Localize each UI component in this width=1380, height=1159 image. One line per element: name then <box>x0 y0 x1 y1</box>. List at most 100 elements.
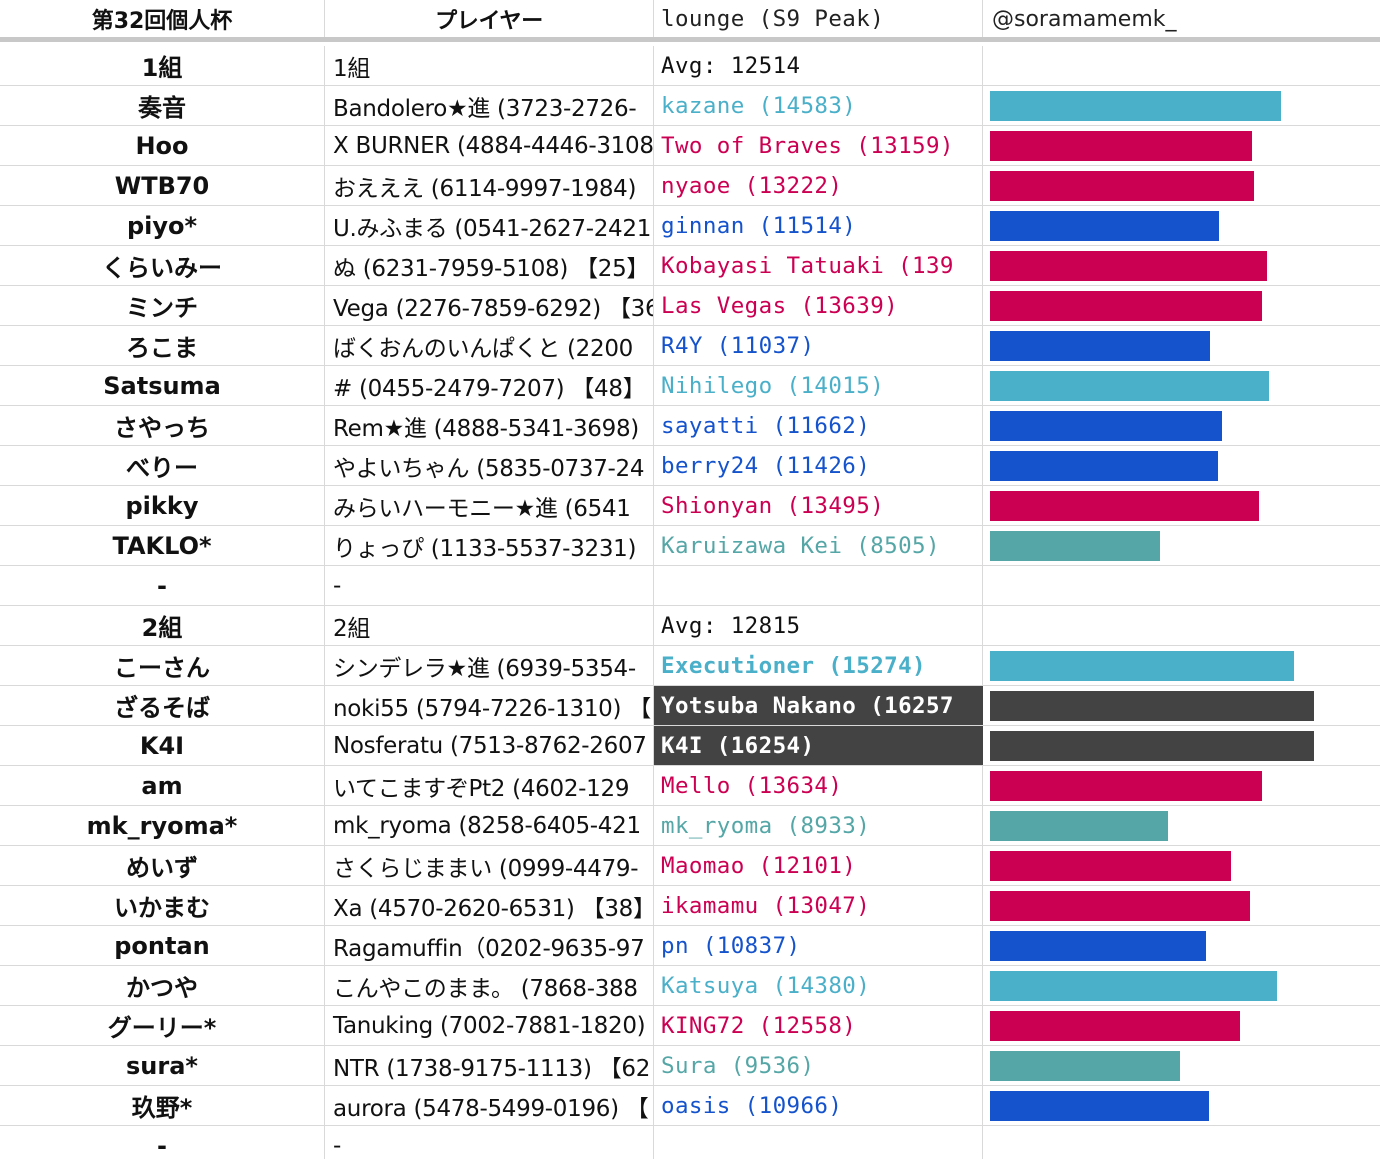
name-cell[interactable]: グーリー* <box>0 1006 325 1045</box>
name-cell[interactable]: Satsuma <box>0 366 325 405</box>
name-cell[interactable]: WTB70 <box>0 166 325 205</box>
name-cell[interactable]: mk_ryoma* <box>0 806 325 845</box>
player-cell[interactable]: Nosferatu (7513-8762-2607 <box>325 726 654 765</box>
lounge-cell[interactable]: Katsuya (14380) <box>654 966 983 1005</box>
name-cell[interactable]: sura* <box>0 1046 325 1085</box>
lounge-cell[interactable]: Avg: 12815 <box>654 606 983 645</box>
name-cell[interactable]: piyo* <box>0 206 325 245</box>
bar-cell[interactable] <box>983 206 1380 245</box>
lounge-cell[interactable]: KING72 (12558) <box>654 1006 983 1045</box>
player-cell[interactable]: 1組 <box>325 46 654 85</box>
player-cell[interactable]: やよいちゃん (5835-0737-24 <box>325 446 654 485</box>
bar-cell[interactable] <box>983 246 1380 285</box>
bar-cell[interactable] <box>983 1006 1380 1045</box>
bar-cell[interactable] <box>983 126 1380 165</box>
player-cell[interactable]: みらいハーモニー★進 (6541 <box>325 486 654 525</box>
bar-cell[interactable] <box>983 886 1380 925</box>
player-cell[interactable]: シンデレラ★進 (6939-5354- <box>325 646 654 685</box>
player-cell[interactable]: mk_ryoma (8258-6405-421 <box>325 806 654 845</box>
lounge-cell[interactable]: Maomao (12101) <box>654 846 983 885</box>
lounge-cell[interactable]: Mello (13634) <box>654 766 983 805</box>
lounge-cell[interactable]: Shionyan (13495) <box>654 486 983 525</box>
name-cell[interactable]: さやっち <box>0 406 325 445</box>
lounge-cell[interactable]: Kobayasi Tatuaki (139 <box>654 246 983 285</box>
bar-cell[interactable] <box>983 606 1380 645</box>
bar-cell[interactable] <box>983 766 1380 805</box>
name-cell[interactable]: 1組 <box>0 46 325 85</box>
player-cell[interactable]: U.みふまる (0541-2627-2421 <box>325 206 654 245</box>
header-player-cell[interactable]: プレイヤー <box>325 0 654 38</box>
bar-cell[interactable] <box>983 846 1380 885</box>
player-cell[interactable]: ぬ (6231-7959-5108) 【25】 <box>325 246 654 285</box>
bar-cell[interactable] <box>983 806 1380 845</box>
lounge-cell[interactable] <box>654 566 983 605</box>
player-cell[interactable]: りょっぴ (1133-5537-3231) <box>325 526 654 565</box>
player-cell[interactable]: noki55 (5794-7226-1310) 【 <box>325 686 654 725</box>
player-cell[interactable]: Tanuking (7002-7881-1820) <box>325 1006 654 1045</box>
bar-cell[interactable] <box>983 166 1380 205</box>
name-cell[interactable]: いかまむ <box>0 886 325 925</box>
lounge-cell[interactable]: ginnan (11514) <box>654 206 983 245</box>
name-cell[interactable]: くらいみー <box>0 246 325 285</box>
name-cell[interactable]: こーさん <box>0 646 325 685</box>
player-cell[interactable]: こんやこのまま。 (7868-388 <box>325 966 654 1005</box>
name-cell[interactable]: ろこま <box>0 326 325 365</box>
player-cell[interactable]: aurora (5478-5499-0196) 【 <box>325 1086 654 1125</box>
bar-cell[interactable] <box>983 86 1380 125</box>
lounge-cell[interactable]: Sura (9536) <box>654 1046 983 1085</box>
lounge-cell[interactable]: kazane (14583) <box>654 86 983 125</box>
lounge-cell[interactable]: ikamamu (13047) <box>654 886 983 925</box>
player-cell[interactable]: いてこますぞPt2 (4602-129 <box>325 766 654 805</box>
lounge-cell[interactable]: Nihilego (14015) <box>654 366 983 405</box>
player-cell[interactable]: ばくおんのいんぱくと (2200 <box>325 326 654 365</box>
name-cell[interactable]: am <box>0 766 325 805</box>
player-cell[interactable]: Xa (4570-2620-6531) 【38】 <box>325 886 654 925</box>
header-credit-cell[interactable]: @soramamemk_ <box>983 0 1380 38</box>
name-cell[interactable]: かつや <box>0 966 325 1005</box>
lounge-cell[interactable]: Executioner (15274) <box>654 646 983 685</box>
name-cell[interactable]: K4I <box>0 726 325 765</box>
name-cell[interactable]: pontan <box>0 926 325 965</box>
name-cell[interactable]: 奏音 <box>0 86 325 125</box>
player-cell[interactable]: - <box>325 566 654 605</box>
bar-cell[interactable] <box>983 1086 1380 1125</box>
player-cell[interactable]: - <box>325 1126 654 1159</box>
name-cell[interactable]: Hoo <box>0 126 325 165</box>
lounge-cell[interactable]: Las Vegas (13639) <box>654 286 983 325</box>
bar-cell[interactable] <box>983 726 1380 765</box>
bar-cell[interactable] <box>983 566 1380 605</box>
bar-cell[interactable] <box>983 406 1380 445</box>
lounge-cell[interactable]: Avg: 12514 <box>654 46 983 85</box>
bar-cell[interactable] <box>983 1046 1380 1085</box>
bar-cell[interactable] <box>983 966 1380 1005</box>
player-cell[interactable]: NTR (1738-9175-1113) 【62 <box>325 1046 654 1085</box>
bar-cell[interactable] <box>983 686 1380 725</box>
name-cell[interactable]: べりー <box>0 446 325 485</box>
lounge-cell[interactable] <box>654 1126 983 1159</box>
bar-cell[interactable] <box>983 1126 1380 1159</box>
name-cell[interactable]: 玖野* <box>0 1086 325 1125</box>
lounge-cell[interactable]: Two of Braves (13159) <box>654 126 983 165</box>
bar-cell[interactable] <box>983 366 1380 405</box>
lounge-cell[interactable]: sayatti (11662) <box>654 406 983 445</box>
lounge-cell[interactable]: Yotsuba Nakano (16257 <box>654 686 983 725</box>
name-cell[interactable]: - <box>0 566 325 605</box>
player-cell[interactable]: さくらじままい (0999-4479- <box>325 846 654 885</box>
lounge-cell[interactable]: pn (10837) <box>654 926 983 965</box>
lounge-cell[interactable]: berry24 (11426) <box>654 446 983 485</box>
bar-cell[interactable] <box>983 646 1380 685</box>
bar-cell[interactable] <box>983 286 1380 325</box>
lounge-cell[interactable]: nyaoe (13222) <box>654 166 983 205</box>
header-lounge-cell[interactable]: lounge (S9 Peak) <box>654 0 983 38</box>
player-cell[interactable]: X BURNER (4884-4446-3108 <box>325 126 654 165</box>
player-cell[interactable]: # (0455-2479-7207) 【48】 <box>325 366 654 405</box>
player-cell[interactable]: Vega (2276-7859-6292) 【36 <box>325 286 654 325</box>
lounge-cell[interactable]: oasis (10966) <box>654 1086 983 1125</box>
bar-cell[interactable] <box>983 46 1380 85</box>
lounge-cell[interactable]: Karuizawa Kei (8505) <box>654 526 983 565</box>
bar-cell[interactable] <box>983 526 1380 565</box>
lounge-cell[interactable]: R4Y (11037) <box>654 326 983 365</box>
bar-cell[interactable] <box>983 926 1380 965</box>
lounge-cell[interactable]: mk_ryoma (8933) <box>654 806 983 845</box>
name-cell[interactable]: ミンチ <box>0 286 325 325</box>
